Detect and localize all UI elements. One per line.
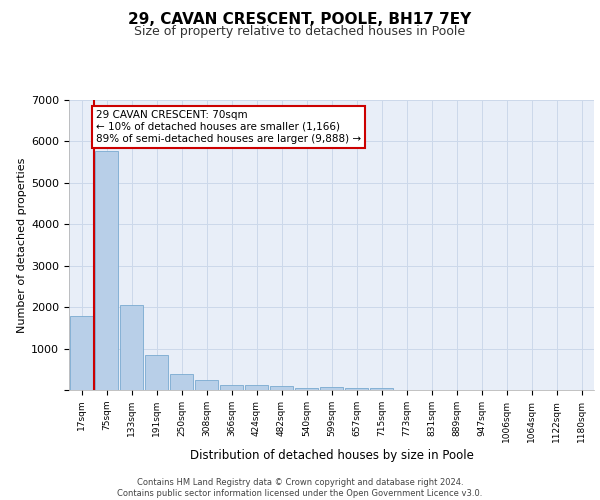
Text: 29 CAVAN CRESCENT: 70sqm
← 10% of detached houses are smaller (1,166)
89% of sem: 29 CAVAN CRESCENT: 70sqm ← 10% of detach… — [96, 110, 361, 144]
Bar — [245, 384, 268, 390]
Bar — [70, 316, 93, 390]
Bar — [120, 304, 143, 390]
Bar — [345, 388, 368, 390]
Bar — [270, 386, 293, 390]
Bar — [145, 355, 168, 390]
Bar — [195, 380, 218, 390]
Bar — [170, 374, 193, 390]
Text: Contains HM Land Registry data © Crown copyright and database right 2024.
Contai: Contains HM Land Registry data © Crown c… — [118, 478, 482, 498]
Bar — [95, 150, 118, 390]
Bar — [320, 387, 343, 390]
Bar — [220, 384, 243, 390]
Y-axis label: Number of detached properties: Number of detached properties — [17, 158, 27, 332]
Text: Size of property relative to detached houses in Poole: Size of property relative to detached ho… — [134, 25, 466, 38]
Text: 29, CAVAN CRESCENT, POOLE, BH17 7EY: 29, CAVAN CRESCENT, POOLE, BH17 7EY — [128, 12, 472, 28]
Bar — [370, 388, 393, 390]
Bar — [295, 388, 318, 390]
X-axis label: Distribution of detached houses by size in Poole: Distribution of detached houses by size … — [190, 449, 473, 462]
